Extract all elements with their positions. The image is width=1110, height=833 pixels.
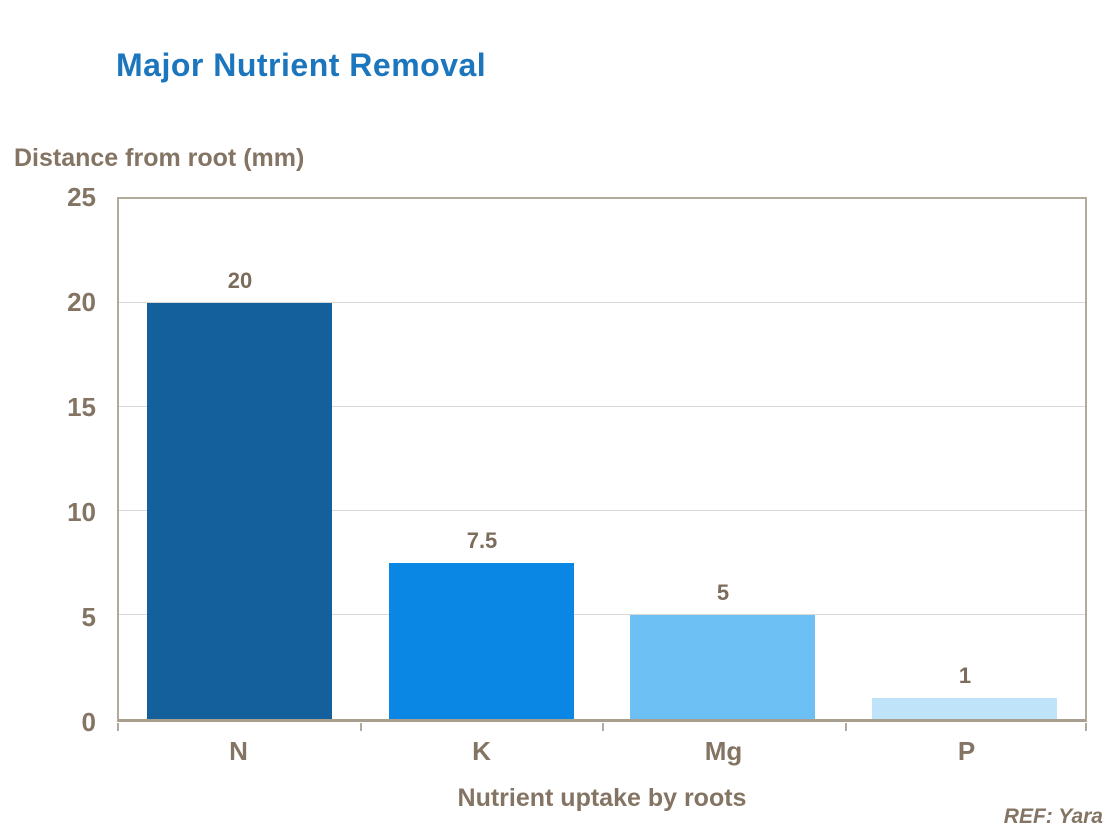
x-tick-mark-4 [1085, 723, 1087, 731]
x-category-label-K: K [472, 736, 491, 766]
plot-area: 20 7.5 5 1 [117, 197, 1087, 722]
bar-value-label-K: 7.5 [466, 528, 498, 553]
gridline-y-10 [119, 510, 1085, 511]
bar-P [872, 698, 1057, 719]
chart-title: Major Nutrient Removal [116, 47, 487, 83]
y-tick-label-5: 5 [81, 602, 96, 632]
y-tick-label-25: 25 [67, 182, 96, 212]
x-tick-mark-0 [117, 723, 119, 731]
bar-value-label-Mg: 5 [716, 580, 730, 605]
y-tick-label-15: 15 [67, 392, 96, 422]
reference-note: REF: Yara [1003, 805, 1103, 828]
x-category-label-N: N [229, 736, 248, 766]
bar-K [389, 563, 574, 719]
gridline-y-20 [119, 302, 1085, 303]
y-tick-label-10: 10 [67, 497, 96, 527]
x-tick-mark-1 [360, 723, 362, 731]
gridline-y-5 [119, 614, 1085, 615]
bar-Mg [630, 615, 815, 719]
x-tick-mark-2 [602, 723, 604, 731]
x-category-label-Mg: Mg [704, 736, 743, 766]
x-axis-title: Nutrient uptake by roots [457, 784, 747, 812]
y-axis-title: Distance from root (mm) [14, 144, 305, 172]
x-tick-mark-3 [845, 723, 847, 731]
bar-N [147, 303, 332, 719]
y-tick-label-20: 20 [67, 287, 96, 317]
y-tick-label-0: 0 [81, 707, 96, 737]
gridline-y-15 [119, 406, 1085, 407]
x-category-label-P: P [957, 736, 976, 766]
bar-value-label-N: 20 [227, 268, 253, 293]
bar-value-label-P: 1 [958, 663, 972, 688]
